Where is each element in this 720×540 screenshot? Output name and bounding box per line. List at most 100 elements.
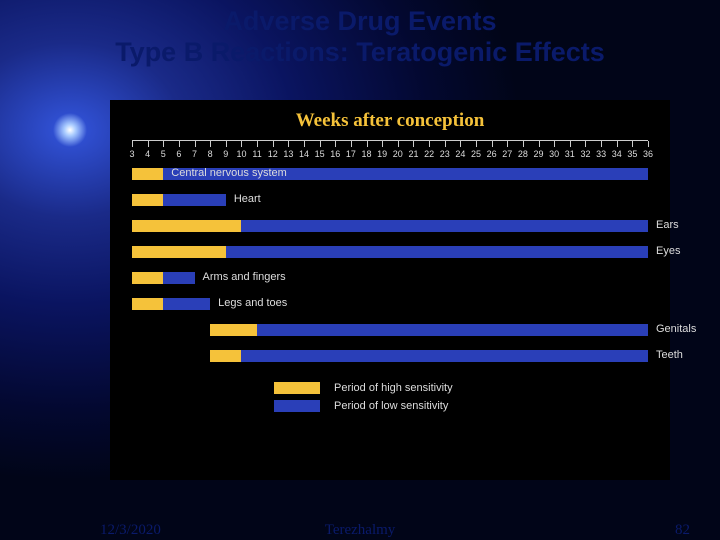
tick <box>179 141 180 147</box>
tick-label: 15 <box>315 149 325 159</box>
tick <box>632 141 633 147</box>
footer-author: Terezhalmy <box>0 522 720 539</box>
timeline-row: Central nervous system <box>132 168 648 182</box>
tick-label: 24 <box>455 149 465 159</box>
chart-container: Weeks after conception 34567891011121314… <box>110 100 670 480</box>
row-label: Legs and toes <box>218 297 287 309</box>
tick-label: 29 <box>534 149 544 159</box>
row-label: Teeth <box>656 349 683 361</box>
row-label: Genitals <box>656 323 696 335</box>
row-label: Heart <box>234 193 261 205</box>
bar-low-sensitivity <box>226 246 648 258</box>
tick-label: 20 <box>393 149 403 159</box>
legend-label: Period of low sensitivity <box>334 400 448 412</box>
bar-high-sensitivity <box>132 298 163 310</box>
tick <box>429 141 430 147</box>
bar-low-sensitivity <box>241 220 648 232</box>
tick-label: 19 <box>377 149 387 159</box>
tick <box>163 141 164 147</box>
tick-label: 25 <box>471 149 481 159</box>
tick-label: 3 <box>129 149 134 159</box>
tick-label: 31 <box>565 149 575 159</box>
tick-label: 10 <box>236 149 246 159</box>
timeline-row: Legs and toes <box>132 298 648 312</box>
tick-label: 9 <box>223 149 228 159</box>
tick-label: 8 <box>208 149 213 159</box>
tick <box>460 141 461 147</box>
tick-label: 11 <box>252 149 261 159</box>
tick-label: 6 <box>176 149 181 159</box>
tick <box>351 141 352 147</box>
bar-low-sensitivity <box>163 194 226 206</box>
tick <box>570 141 571 147</box>
tick-label: 30 <box>549 149 559 159</box>
timeline-row: Heart <box>132 194 648 208</box>
timeline-axis: 3456789101112131415161718192021222324252… <box>132 140 648 168</box>
tick <box>523 141 524 147</box>
tick <box>539 141 540 147</box>
tick <box>257 141 258 147</box>
tick-label: 27 <box>502 149 512 159</box>
row-label: Eyes <box>656 245 680 257</box>
tick <box>226 141 227 147</box>
timeline-row: Ears <box>132 220 648 234</box>
legend-swatch <box>274 400 320 412</box>
title-line-1: Adverse Drug Events <box>0 6 720 37</box>
tick-label: 13 <box>283 149 293 159</box>
timeline-rows: Central nervous systemHeartEarsEyesArms … <box>132 168 648 364</box>
tick <box>413 141 414 147</box>
tick <box>507 141 508 147</box>
tick <box>210 141 211 147</box>
tick <box>320 141 321 147</box>
tick-label: 4 <box>145 149 150 159</box>
title-line-2: Type B Reactions: Teratogenic Effects <box>0 37 720 68</box>
bar-high-sensitivity <box>132 272 163 284</box>
legend-row: Period of high sensitivity <box>274 382 656 394</box>
tick-label: 14 <box>299 149 309 159</box>
tick <box>335 141 336 147</box>
tick-label: 28 <box>518 149 528 159</box>
tick-label: 34 <box>612 149 622 159</box>
tick-label: 35 <box>627 149 637 159</box>
tick <box>195 141 196 147</box>
bar-high-sensitivity <box>210 324 257 336</box>
legend-label: Period of high sensitivity <box>334 382 453 394</box>
legend-row: Period of low sensitivity <box>274 400 656 412</box>
lens-flare <box>50 110 90 150</box>
tick <box>288 141 289 147</box>
tick <box>554 141 555 147</box>
tick-label: 17 <box>346 149 356 159</box>
tick <box>148 141 149 147</box>
tick-label: 22 <box>424 149 434 159</box>
tick <box>476 141 477 147</box>
tick <box>617 141 618 147</box>
tick <box>273 141 274 147</box>
tick <box>445 141 446 147</box>
footer-page: 82 <box>675 522 690 539</box>
bar-high-sensitivity <box>132 246 226 258</box>
tick <box>398 141 399 147</box>
timeline-row: Eyes <box>132 246 648 260</box>
tick-label: 26 <box>487 149 497 159</box>
tick <box>304 141 305 147</box>
tick <box>601 141 602 147</box>
tick <box>492 141 493 147</box>
bar-high-sensitivity <box>132 220 241 232</box>
timeline-row: Teeth <box>132 350 648 364</box>
tick <box>382 141 383 147</box>
tick-label: 16 <box>330 149 340 159</box>
bar-low-sensitivity <box>241 350 648 362</box>
bar-low-sensitivity <box>163 272 194 284</box>
tick-label: 32 <box>580 149 590 159</box>
tick-label: 33 <box>596 149 606 159</box>
slide-title: Adverse Drug Events Type B Reactions: Te… <box>0 0 720 68</box>
timeline-row: Genitals <box>132 324 648 338</box>
chart-title: Weeks after conception <box>124 110 656 132</box>
legend-swatch <box>274 382 320 394</box>
tick-label: 12 <box>268 149 278 159</box>
tick <box>648 141 649 147</box>
tick <box>241 141 242 147</box>
legend: Period of high sensitivity Period of low … <box>274 382 656 412</box>
tick-label: 23 <box>440 149 450 159</box>
tick-label: 36 <box>643 149 653 159</box>
